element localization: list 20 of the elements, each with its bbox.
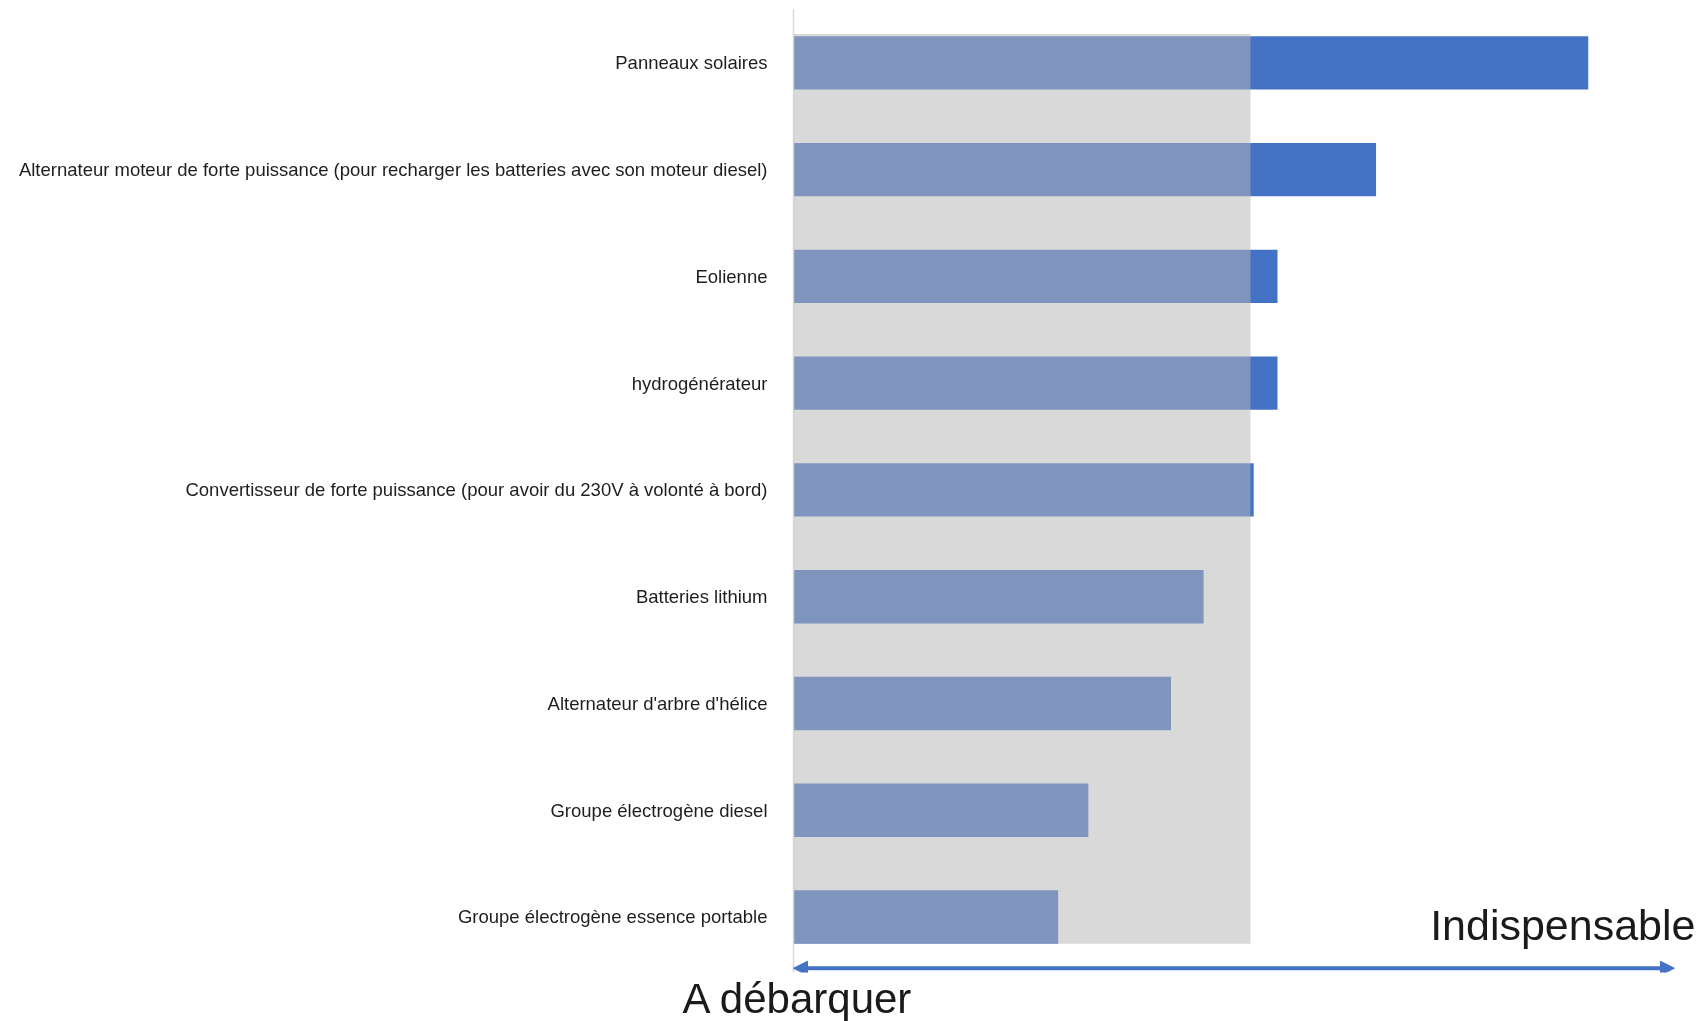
bar (793, 356, 1278, 410)
bar (793, 676, 1172, 731)
bar (793, 142, 1377, 197)
y-tick-label: Groupe électrogène essence portable (457, 906, 768, 928)
bar (793, 249, 1278, 304)
y-tick-label: hydrogénérateur (631, 372, 768, 394)
text: A débarquer (682, 974, 912, 1021)
bar (793, 463, 1254, 517)
y-tick-label: Alternateur d'arbre d'hélice (547, 692, 768, 714)
bar (793, 783, 1089, 837)
y-tick-label: Alternateur moteur de forte puissance (pour recharger les batteries avec son moteur diesel) (18, 159, 768, 181)
bar (793, 36, 1589, 90)
bar (793, 890, 1059, 944)
y-tick-label: Groupe électrogène diesel (550, 799, 768, 821)
y-tick-label: Eolienne (695, 265, 768, 287)
y-tick-label: Convertisseur de forte puissance (pour avoir du 230V à volonté à bord) (185, 479, 768, 501)
y-tick-label: Panneaux solaires (615, 52, 768, 74)
y-tick-label: Batteries lithium (635, 586, 768, 608)
bar (793, 570, 1204, 624)
annotation: Indispensable (1430, 901, 1696, 950)
